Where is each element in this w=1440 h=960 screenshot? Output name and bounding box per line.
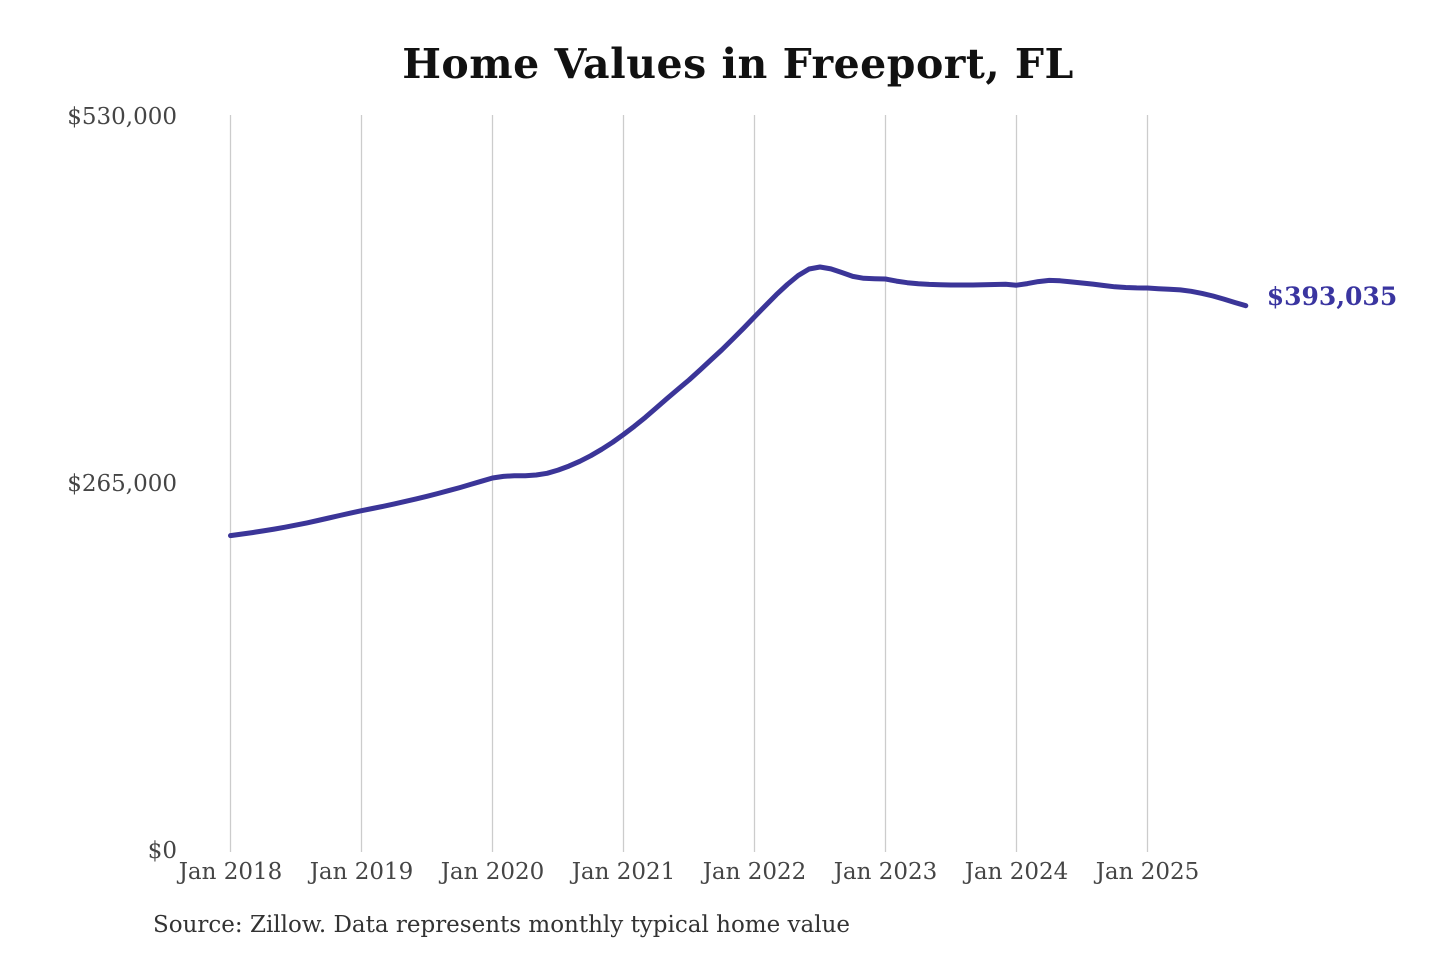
x-axis-label: Jan 2025: [1095, 859, 1200, 885]
x-axis-label: Jan 2021: [571, 859, 676, 885]
x-axis-label: Jan 2019: [309, 859, 414, 885]
y-axis-label: $265,000: [67, 471, 177, 497]
x-axis-label: Jan 2023: [833, 859, 938, 885]
home-value-line: [228, 264, 1249, 539]
x-axis-label: Jan 2018: [178, 859, 283, 885]
chart-title: Home Values in Freeport, FL: [402, 40, 1074, 88]
x-axis-label: Jan 2024: [964, 859, 1069, 885]
x-axis-label: Jan 2020: [440, 859, 545, 885]
y-axis-label: $0: [147, 838, 177, 864]
source-note: Source: Zillow. Data represents monthly …: [153, 912, 851, 938]
last-value-label: $393,035: [1266, 281, 1398, 311]
gridlines: [229, 115, 1149, 852]
y-axis-label: $530,000: [67, 104, 177, 130]
x-axis-label: Jan 2022: [702, 859, 807, 885]
